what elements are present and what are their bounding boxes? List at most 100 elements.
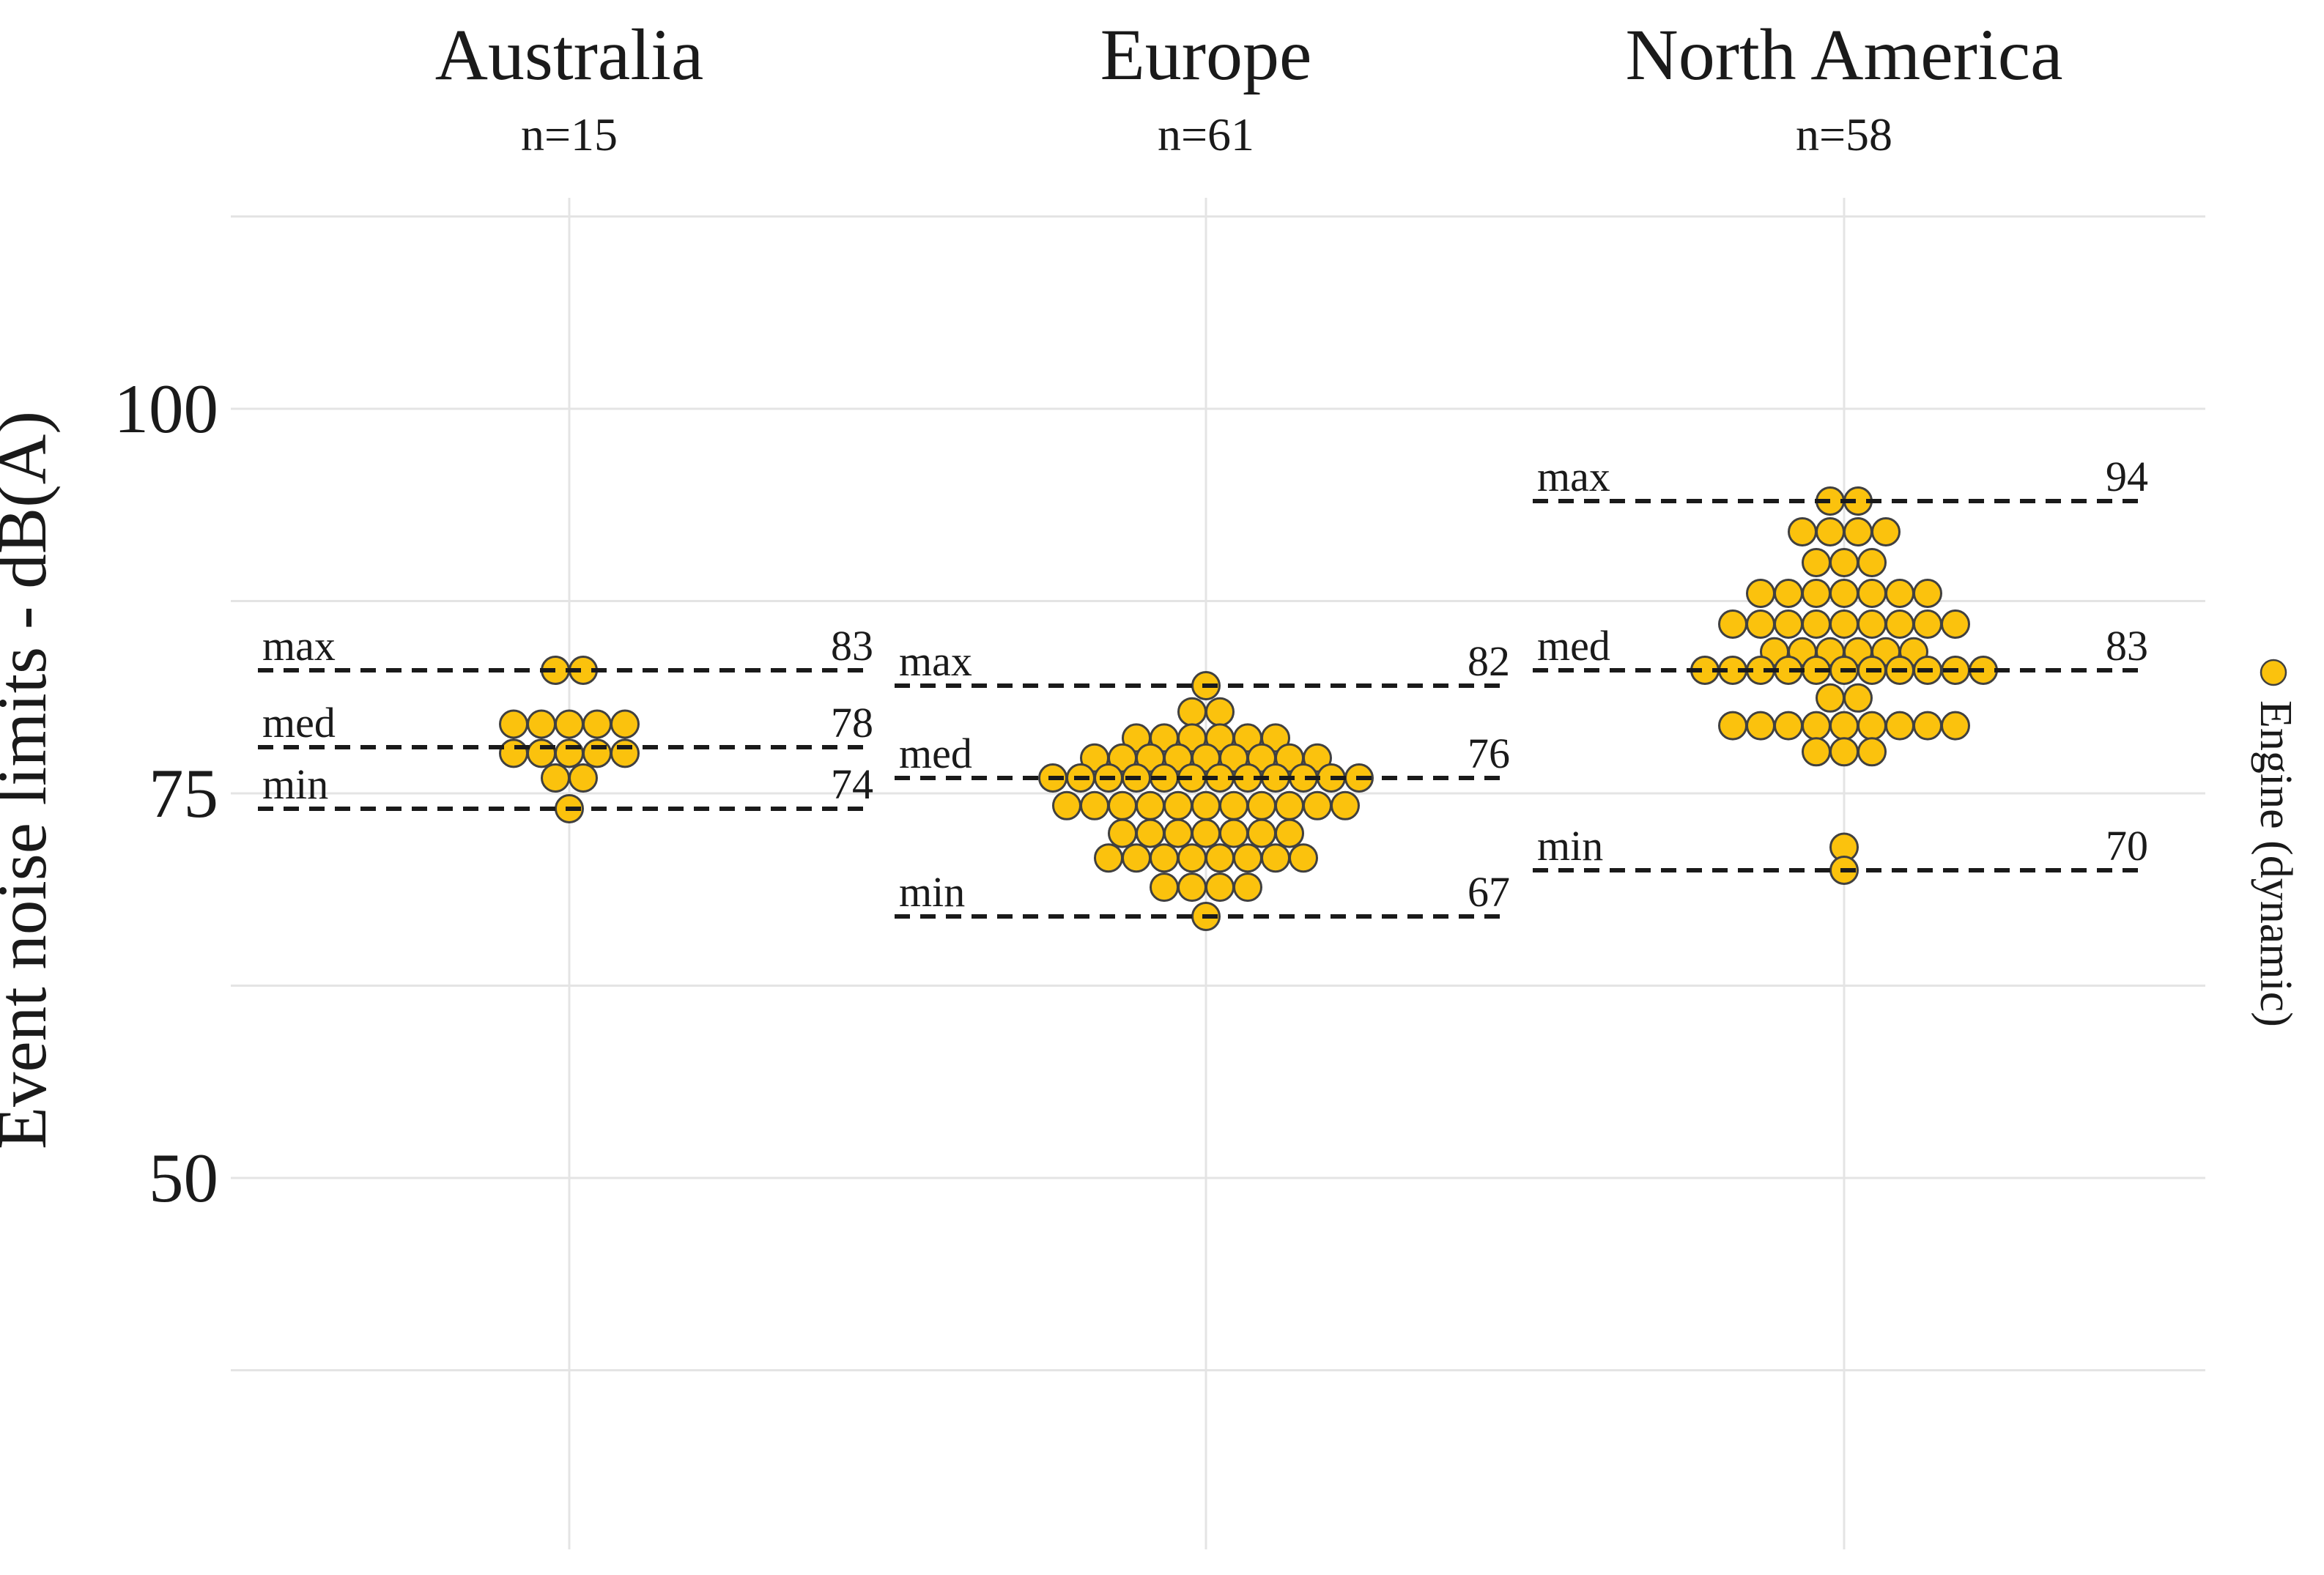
min-label: min (1537, 822, 1603, 870)
med-label: med (899, 730, 972, 777)
legend-label: Engine (dynamic) (2251, 700, 2301, 1027)
data-dot-australia (555, 738, 584, 768)
data-dot-north-america (1829, 711, 1859, 741)
data-dot-north-america (1857, 711, 1887, 741)
data-dot-europe (1275, 818, 1304, 848)
med-label: med (1537, 622, 1610, 670)
data-dot-north-america (1802, 579, 1831, 608)
data-dot-europe (1205, 697, 1235, 727)
data-dot-north-america (1802, 737, 1831, 767)
data-dot-north-america (1816, 517, 1845, 546)
data-dot-europe (1150, 872, 1179, 903)
data-dot-europe (1163, 790, 1193, 820)
data-dot-australia (541, 763, 570, 793)
data-dot-north-america (1843, 683, 1873, 713)
data-dot-europe (1177, 697, 1207, 727)
data-dot-australia (582, 738, 612, 768)
min-label: min (899, 868, 965, 916)
data-dot-europe (1150, 843, 1179, 873)
data-dot-europe (1303, 790, 1332, 820)
data-dot-europe (1108, 818, 1137, 848)
data-dot-north-america (1913, 609, 1942, 639)
group-title-australia: Australia (435, 14, 704, 95)
data-dot-north-america (1913, 711, 1942, 741)
data-dot-north-america (1718, 609, 1747, 639)
data-dot-north-america (1718, 711, 1747, 741)
data-dot-north-america (1802, 711, 1831, 741)
data-dot-europe (1136, 818, 1165, 848)
legend-marker-dot (2260, 659, 2287, 686)
group-title-europe: Europe (1100, 14, 1312, 95)
data-dot-north-america (1746, 711, 1775, 741)
data-dot-north-america (1802, 548, 1831, 577)
data-dot-north-america (1857, 548, 1887, 577)
data-dot-north-america (1829, 737, 1859, 767)
data-dot-europe (1233, 843, 1262, 873)
group-title-north-america: North America (1625, 14, 2062, 95)
data-dot-north-america (1816, 683, 1845, 713)
data-dot-europe (1275, 790, 1304, 820)
data-dot-north-america (1746, 609, 1775, 639)
data-dot-europe (1247, 818, 1276, 848)
data-dot-australia (610, 738, 640, 768)
data-dot-north-america (1857, 609, 1887, 639)
data-dot-australia (569, 763, 598, 793)
data-dot-australia (499, 738, 528, 768)
med-value: 76 (1468, 730, 1510, 777)
data-dot-north-america (1885, 711, 1914, 741)
data-dot-north-america (1829, 579, 1859, 608)
data-dot-north-america (1857, 737, 1887, 767)
data-dot-north-america (1871, 517, 1901, 546)
max-label: max (899, 637, 972, 685)
med-label: med (262, 699, 336, 746)
min-label: min (262, 760, 328, 808)
data-dot-north-america (1885, 609, 1914, 639)
max-value: 83 (831, 622, 873, 670)
max-value: 94 (2106, 453, 2148, 500)
data-dot-europe (1205, 843, 1235, 873)
data-dot-australia (499, 709, 528, 739)
max-label: max (262, 622, 336, 670)
med-value: 78 (831, 699, 873, 746)
group-n-label: n=58 (1796, 108, 1892, 160)
data-dot-europe (1261, 723, 1290, 753)
data-dot-europe (1303, 743, 1332, 773)
data-dot-europe (1052, 790, 1081, 820)
data-dot-europe (1163, 818, 1193, 848)
data-dot-europe (1191, 790, 1221, 820)
data-dot-australia (527, 738, 556, 768)
data-dot-europe (1261, 843, 1290, 873)
data-dot-north-america (1788, 517, 1817, 546)
data-dot-europe (1233, 872, 1262, 903)
data-dot-europe (1080, 790, 1109, 820)
data-dot-north-america (1774, 609, 1803, 639)
min-value: 74 (831, 760, 873, 808)
data-dot-europe (1205, 872, 1235, 903)
data-dot-north-america (1829, 548, 1859, 577)
min-value: 70 (2106, 822, 2148, 870)
data-dot-europe (1289, 843, 1318, 873)
data-dot-north-america (1774, 579, 1803, 608)
data-dot-north-america (1829, 609, 1859, 639)
data-dot-north-america (1857, 579, 1887, 608)
y-tick-label-75: 75 (149, 755, 218, 832)
min-value: 67 (1468, 868, 1510, 916)
data-dot-europe (1177, 872, 1207, 903)
data-dot-north-america (1746, 579, 1775, 608)
data-dot-europe (1219, 790, 1248, 820)
data-dot-europe (1191, 818, 1221, 848)
data-dot-north-america (1774, 711, 1803, 741)
y-axis-title: Event noise limits - dB(A) (0, 411, 61, 1149)
group-n-label: n=15 (521, 108, 618, 160)
data-dot-north-america (1802, 609, 1831, 639)
data-dot-europe (1108, 790, 1137, 820)
data-dot-north-america (1941, 609, 1970, 639)
y-tick-label-100: 100 (114, 370, 219, 448)
max-value: 82 (1468, 637, 1510, 685)
data-dot-europe (1094, 843, 1123, 873)
data-dot-north-america (1843, 517, 1873, 546)
group-n-label: n=61 (1158, 108, 1254, 160)
y-tick-label-50: 50 (149, 1139, 218, 1217)
